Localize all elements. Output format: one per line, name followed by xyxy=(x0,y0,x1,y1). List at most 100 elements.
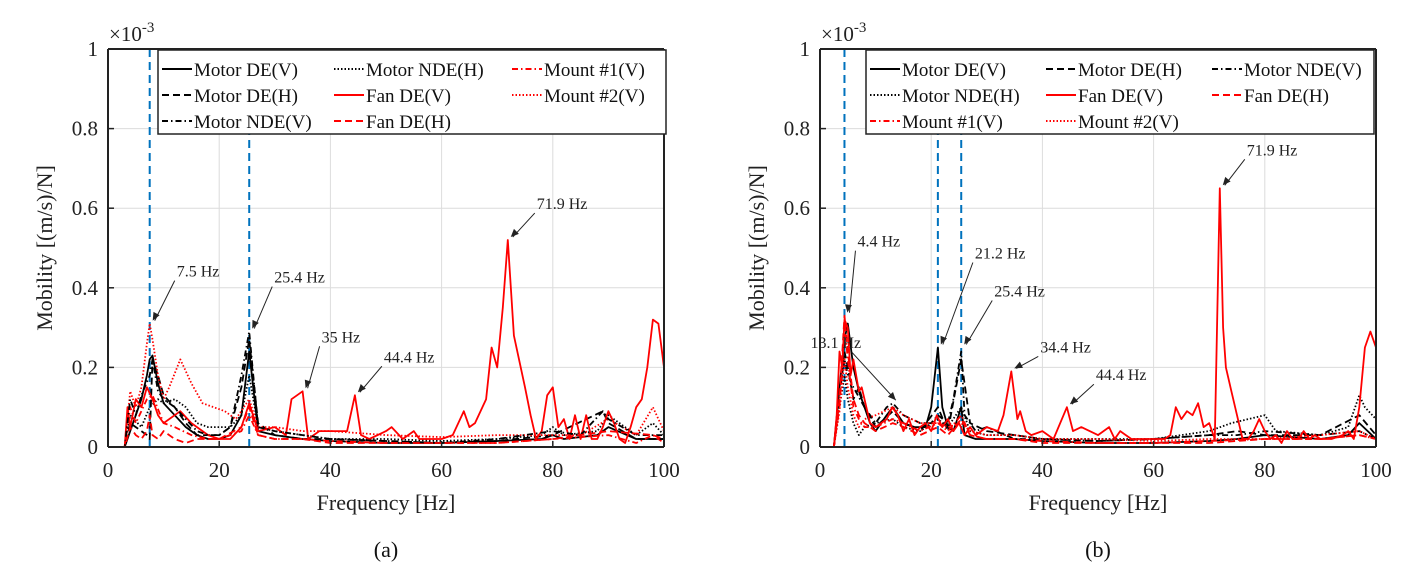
legend-label: Mount #2(V) xyxy=(544,86,645,107)
panel-label: (a) xyxy=(374,537,398,562)
annotations: 4.4 Hz 13.1 Hz 21.2 Hz 25.4 Hz 34.4 Hz 44.4 H… xyxy=(811,142,1298,405)
annotation-arrowhead xyxy=(887,391,896,401)
annotation-label: 21.2 Hz xyxy=(975,246,1026,263)
annotation-label: 4.4 Hz xyxy=(857,234,900,251)
series-line-mount-1-v- xyxy=(108,394,664,447)
legend-item: Mount #2(V) xyxy=(512,86,645,107)
legend-item: Mount #2(V) xyxy=(1046,112,1179,133)
annotation-arrow xyxy=(942,262,974,345)
annotation-arrow xyxy=(253,286,273,329)
legend-item: Motor DE(H) xyxy=(1046,60,1182,81)
annotation-label: 44.4 Hz xyxy=(1096,367,1147,384)
legend-item: Fan DE(V) xyxy=(334,86,451,107)
legend-label: Motor DE(V) xyxy=(902,60,1006,81)
legend-label: Fan DE(V) xyxy=(366,86,451,107)
legend-item: Fan DE(H) xyxy=(1212,86,1329,107)
legend-item: Fan DE(H) xyxy=(334,112,451,133)
panel-a: 0 20 40 60 80 100 0 0.2 0.4 0.6 0.8 1 ×10-3 Frequency… xyxy=(32,20,680,562)
x-tick-label: 80 xyxy=(1254,458,1275,482)
series-line-motor-nde-v- xyxy=(820,350,1376,447)
annotation-label: 44.4 Hz xyxy=(384,349,435,366)
annotation-label: 13.1 Hz xyxy=(811,335,862,352)
legend-label: Mount #1(V) xyxy=(544,60,645,81)
x-tick-label: 0 xyxy=(815,458,826,482)
legend-label: Mount #1(V) xyxy=(902,112,1003,133)
annotation-arrowhead xyxy=(1069,396,1079,405)
x-tick-label: 20 xyxy=(921,458,942,482)
legend-label: Motor NDE(H) xyxy=(366,60,484,81)
annotation-arrowhead xyxy=(357,384,366,393)
y-tick-label: 0 xyxy=(88,435,99,459)
legend-item: Mount #1(V) xyxy=(870,112,1003,133)
annotation-arrowhead xyxy=(304,379,312,389)
annotation-arrowhead xyxy=(845,304,852,313)
x-tick-label: 20 xyxy=(209,458,230,482)
legend-label: Motor DE(H) xyxy=(1078,60,1182,81)
legend-label: Motor NDE(H) xyxy=(902,86,1020,107)
annotation-arrow xyxy=(851,351,897,401)
y-tick-label: 0.6 xyxy=(784,196,810,220)
annotation-arrowhead xyxy=(1014,361,1023,369)
legend-item: Mount #1(V) xyxy=(512,60,645,81)
series-group xyxy=(108,239,664,447)
legend-box xyxy=(157,49,667,135)
x-tick-label: 100 xyxy=(1360,458,1392,482)
series-line-fan-de-v- xyxy=(820,187,1376,447)
legend-item: Motor DE(V) xyxy=(162,60,298,81)
panel-label: (b) xyxy=(1085,537,1111,562)
legend-item: Motor NDE(H) xyxy=(870,86,1020,107)
annotation-arrowhead xyxy=(252,319,259,329)
x-tick-label: 100 xyxy=(648,458,680,482)
y-multiplier: ×10-3 xyxy=(109,20,154,46)
legend-box xyxy=(865,49,1375,135)
series-line-mount-2-v- xyxy=(820,358,1376,447)
legend-label: Fan DE(H) xyxy=(1244,86,1329,107)
x-tick-label: 40 xyxy=(1032,458,1053,482)
series-line-fan-de-h- xyxy=(820,314,1376,447)
annotations: 7.5 Hz 25.4 Hz 35 Hz 44.4 Hz 71.9 Hz xyxy=(152,196,588,393)
series-line-mount-2-v- xyxy=(108,322,664,447)
y-tick-label: 1 xyxy=(800,37,811,61)
legend: Motor DE(V) Motor NDE(H) Mount #1(V) Motor … xyxy=(157,49,667,135)
x-tick-label: 60 xyxy=(1143,458,1164,482)
annotation-arrow xyxy=(965,300,993,345)
series-line-motor-nde-v- xyxy=(108,330,664,447)
annotation-label: 71.9 Hz xyxy=(537,196,588,213)
annotation-label: 25.4 Hz xyxy=(274,270,325,287)
x-axis-title: Frequency [Hz] xyxy=(1029,490,1168,515)
annotation-label: 25.4 Hz xyxy=(994,284,1045,301)
y-multiplier-exponent: -3 xyxy=(142,20,155,36)
y-axis-title: Mobility [(m/s)/N] xyxy=(744,165,769,331)
annotation-arrowhead xyxy=(940,335,948,345)
legend-label: Motor DE(H) xyxy=(194,86,298,107)
legend-item: Motor NDE(V) xyxy=(162,112,312,133)
y-multiplier-exponent: -3 xyxy=(854,20,867,36)
annotation-label: 34.4 Hz xyxy=(1040,339,1091,356)
y-tick-label: 0.2 xyxy=(784,355,810,379)
series-group xyxy=(820,187,1376,447)
annotation-arrowhead xyxy=(964,335,972,345)
y-tick-label: 0.4 xyxy=(72,276,99,300)
legend-item: Motor NDE(V) xyxy=(1212,60,1362,81)
legend-label: Motor NDE(V) xyxy=(1244,60,1362,81)
y-tick-label: 0.4 xyxy=(784,276,811,300)
annotation-arrowhead xyxy=(152,311,160,321)
x-tick-label: 80 xyxy=(542,458,563,482)
x-tick-label: 40 xyxy=(320,458,341,482)
panel-b: 0 20 40 60 80 100 0 0.2 0.4 0.6 0.8 1 ×10-3 Frequency… xyxy=(744,20,1392,562)
y-tick-label: 0.6 xyxy=(72,196,98,220)
y-multiplier-base: ×10 xyxy=(821,22,854,46)
legend-item: Motor DE(V) xyxy=(870,60,1006,81)
y-tick-label: 0.8 xyxy=(784,117,810,141)
annotation-arrow xyxy=(848,250,856,313)
series-line-fan-de-h- xyxy=(108,406,664,447)
annotation-label: 7.5 Hz xyxy=(177,264,220,281)
y-tick-label: 0 xyxy=(800,435,811,459)
legend-item: Fan DE(V) xyxy=(1046,86,1163,107)
annotation-label: 71.9 Hz xyxy=(1247,142,1298,159)
legend-label: Fan DE(H) xyxy=(366,112,451,133)
annotation-arrowhead xyxy=(1222,176,1231,186)
annotation-arrowhead xyxy=(510,228,519,238)
y-tick-label: 0.2 xyxy=(72,355,98,379)
